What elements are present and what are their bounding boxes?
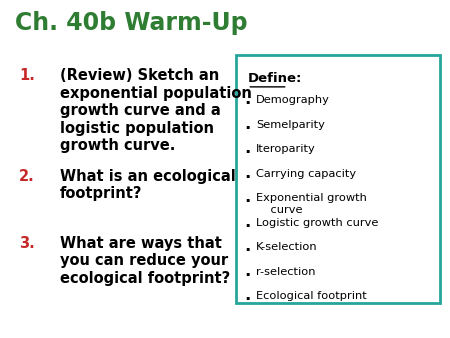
Text: 1.: 1.: [19, 68, 35, 83]
Text: 3.: 3.: [19, 236, 35, 251]
Text: ·: ·: [244, 95, 251, 113]
Text: ·: ·: [244, 242, 251, 260]
Text: What are ways that
you can reduce your
ecological footprint?: What are ways that you can reduce your e…: [59, 236, 230, 286]
Text: Iteroparity: Iteroparity: [256, 144, 316, 154]
FancyBboxPatch shape: [236, 55, 440, 303]
Text: (Review) Sketch an
exponential population
growth curve and a
logistic population: (Review) Sketch an exponential populatio…: [59, 68, 252, 153]
Text: Demography: Demography: [256, 95, 330, 105]
Text: Ch. 40b Warm-Up: Ch. 40b Warm-Up: [15, 11, 248, 35]
Text: ·: ·: [244, 193, 251, 211]
Text: ·: ·: [244, 120, 251, 138]
Text: Logistic growth curve: Logistic growth curve: [256, 218, 379, 227]
Text: ·: ·: [244, 218, 251, 236]
Text: K-selection: K-selection: [256, 242, 318, 252]
Text: What is an ecological
footprint?: What is an ecological footprint?: [59, 169, 235, 201]
Text: ·: ·: [244, 267, 251, 285]
Text: Ecological footprint: Ecological footprint: [256, 291, 367, 301]
Text: ·: ·: [244, 169, 251, 187]
Text: Carrying capacity: Carrying capacity: [256, 169, 356, 179]
Text: r-selection: r-selection: [256, 267, 316, 276]
Text: Define:: Define:: [248, 72, 302, 85]
Text: Exponential growth
    curve: Exponential growth curve: [256, 193, 367, 215]
Text: ·: ·: [244, 291, 251, 309]
Text: ·: ·: [244, 144, 251, 162]
Text: Semelparity: Semelparity: [256, 120, 325, 130]
Text: 2.: 2.: [19, 169, 35, 184]
